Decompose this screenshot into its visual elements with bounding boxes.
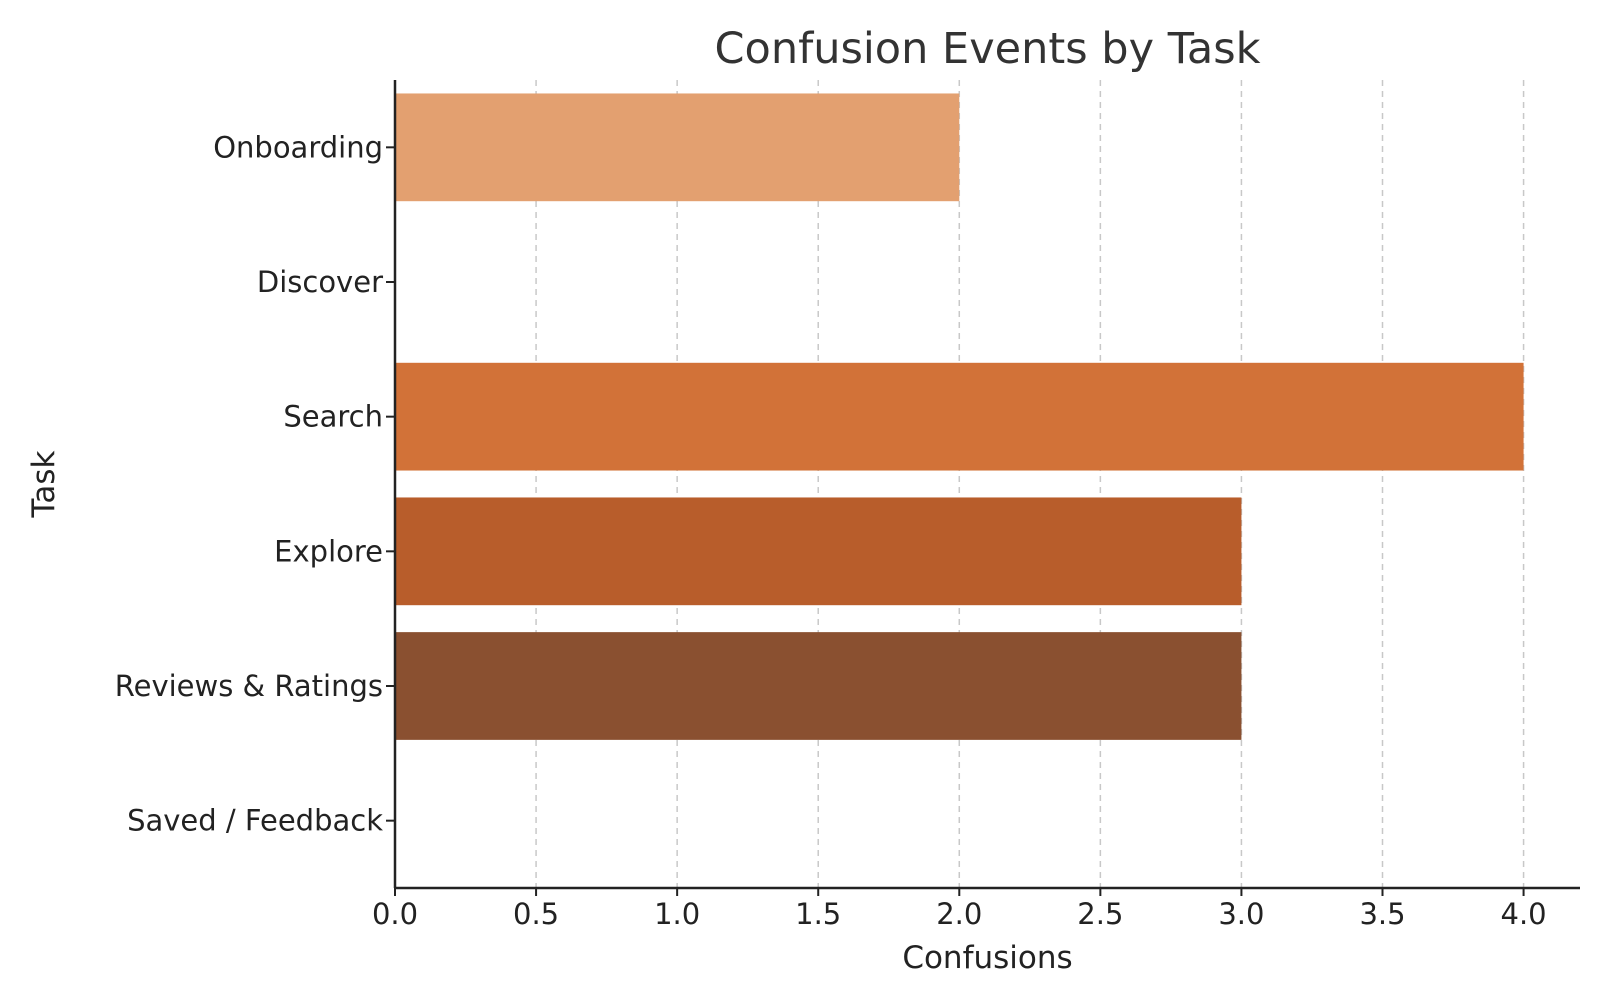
x-axis-label: Confusions bbox=[902, 940, 1072, 976]
bar-reviews-ratings bbox=[395, 632, 1242, 740]
bars bbox=[395, 93, 1524, 740]
x-tick-label-5: 2.5 bbox=[1077, 897, 1123, 931]
y-tick-label-3: Explore bbox=[274, 534, 383, 568]
x-tick-label-4: 2.0 bbox=[936, 897, 982, 931]
x-tick-label-3: 1.5 bbox=[795, 897, 841, 931]
y-tick-label-1: Discover bbox=[257, 265, 383, 299]
y-axis-ticks: Onboarding Discover Search Explore Reviews &… bbox=[115, 130, 395, 838]
y-axis-label: Task bbox=[26, 451, 62, 519]
x-tick-label-2: 1.0 bbox=[654, 897, 700, 931]
gridlines bbox=[535, 80, 1525, 888]
y-tick-label-2: Search bbox=[283, 400, 383, 434]
bar-search bbox=[395, 362, 1524, 471]
x-axis-ticks: 0.0 0.5 1.0 1.5 2.0 2.5 3.0 3.5 4.0 bbox=[372, 888, 1547, 931]
y-tick-label-0: Onboarding bbox=[213, 130, 383, 164]
x-tick-label-6: 3.0 bbox=[1218, 897, 1264, 931]
x-tick-label-0: 0.0 bbox=[372, 897, 418, 931]
bar-explore bbox=[395, 497, 1242, 606]
x-tick-label-8: 4.0 bbox=[1501, 897, 1547, 931]
x-tick-label-1: 0.5 bbox=[513, 897, 559, 931]
x-tick-label-7: 3.5 bbox=[1359, 897, 1405, 931]
chart-title: Confusion Events by Task bbox=[714, 24, 1260, 74]
bar-onboarding bbox=[395, 93, 960, 202]
y-tick-label-4: Reviews & Ratings bbox=[115, 669, 383, 703]
y-tick-label-5: Saved / Feedback bbox=[127, 804, 383, 838]
